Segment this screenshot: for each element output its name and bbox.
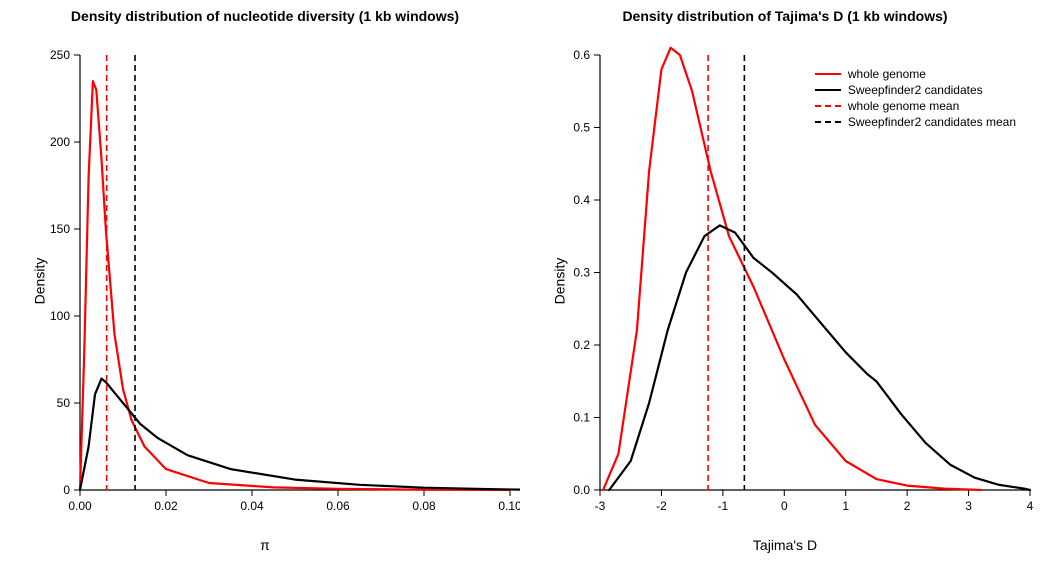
svg-text:3: 3 xyxy=(965,499,972,513)
svg-text:0.04: 0.04 xyxy=(240,499,264,513)
svg-text:0.4: 0.4 xyxy=(573,193,590,207)
svg-text:-1: -1 xyxy=(718,499,729,513)
svg-text:100: 100 xyxy=(50,309,70,323)
figure-root: Density distribution of nucleotide diver… xyxy=(0,0,1050,561)
legend-item: whole genome xyxy=(814,67,1016,81)
svg-text:0.08: 0.08 xyxy=(412,499,436,513)
svg-text:0.06: 0.06 xyxy=(326,499,350,513)
panel-right-xlabel: Tajima's D xyxy=(530,537,1040,553)
svg-text:50: 50 xyxy=(57,396,71,410)
svg-text:0.6: 0.6 xyxy=(573,48,590,62)
legend-swatch xyxy=(814,100,842,112)
svg-text:4: 4 xyxy=(1027,499,1034,513)
svg-text:1: 1 xyxy=(842,499,849,513)
svg-text:2: 2 xyxy=(904,499,911,513)
svg-text:0.1: 0.1 xyxy=(573,411,590,425)
legend-label: whole genome xyxy=(848,67,926,81)
legend-label: Sweepfinder2 candidates mean xyxy=(848,115,1016,129)
svg-text:0: 0 xyxy=(781,499,788,513)
panel-left-xlabel: π xyxy=(10,537,520,553)
svg-text:150: 150 xyxy=(50,222,70,236)
svg-text:0.0: 0.0 xyxy=(573,483,590,497)
legend-item: Sweepfinder2 candidates xyxy=(814,83,1016,97)
plot-left: 0.00 0.02 0.04 0.06 0.08 0.10 0 50 100 150 200 250 xyxy=(10,0,520,561)
legend: whole genome Sweepfinder2 candidates whole… xyxy=(806,59,1024,137)
legend-label: Sweepfinder2 candidates xyxy=(848,83,983,97)
legend-item: Sweepfinder2 candidates mean xyxy=(814,115,1016,129)
svg-text:0.10: 0.10 xyxy=(498,499,520,513)
legend-swatch xyxy=(814,84,842,96)
svg-text:0.02: 0.02 xyxy=(154,499,178,513)
legend-swatch xyxy=(814,116,842,128)
panel-left: Density distribution of nucleotide diver… xyxy=(10,0,520,561)
svg-text:0.5: 0.5 xyxy=(573,121,590,135)
panel-right: Density distribution of Tajima's D (1 kb… xyxy=(530,0,1040,561)
svg-text:200: 200 xyxy=(50,135,70,149)
svg-text:0: 0 xyxy=(63,483,70,497)
svg-text:0.3: 0.3 xyxy=(573,266,590,280)
legend-label: whole genome mean xyxy=(848,99,959,113)
svg-text:-2: -2 xyxy=(656,499,667,513)
svg-text:0.2: 0.2 xyxy=(573,338,590,352)
svg-text:250: 250 xyxy=(50,48,70,62)
svg-text:0.00: 0.00 xyxy=(68,499,92,513)
legend-swatch xyxy=(814,68,842,80)
svg-text:-3: -3 xyxy=(595,499,606,513)
legend-item: whole genome mean xyxy=(814,99,1016,113)
